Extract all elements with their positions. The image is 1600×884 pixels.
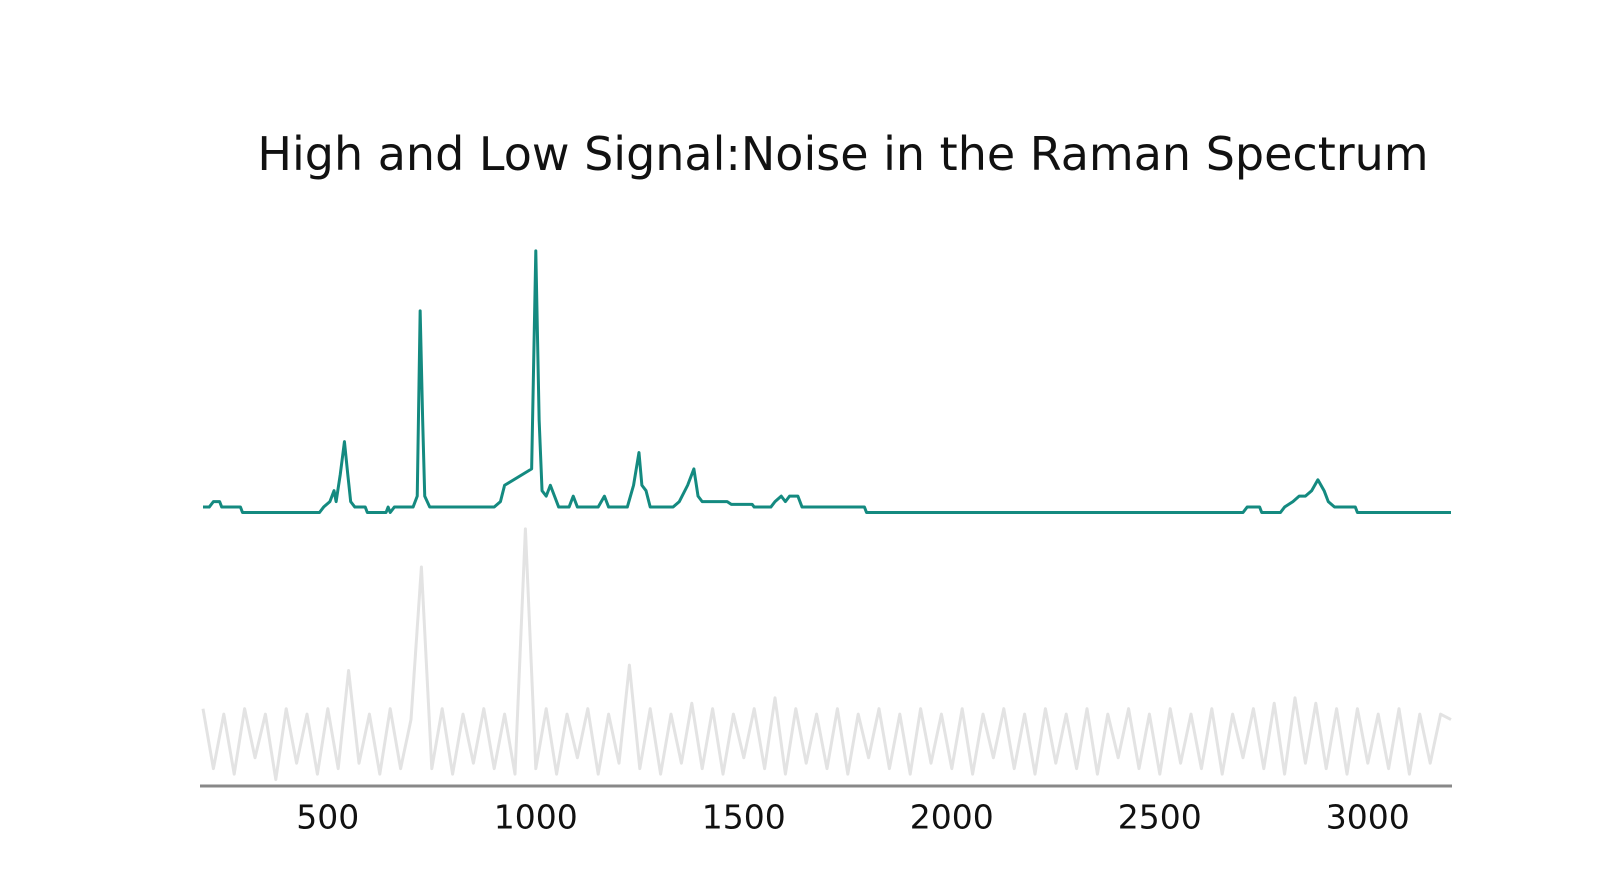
x-tick-label: 1500 — [702, 798, 786, 837]
x-tick-label: 2500 — [1118, 798, 1202, 837]
x-tick-label: 1000 — [494, 798, 578, 837]
x-tick-label: 500 — [296, 798, 359, 837]
x-tick-label: 2000 — [910, 798, 994, 837]
spectrum-line — [203, 249, 1451, 514]
spectrum-line — [201, 527, 1452, 782]
x-tick-label: 3000 — [1326, 798, 1410, 837]
chart-title: High and Low Signal:Noise in the Raman S… — [257, 127, 1428, 181]
